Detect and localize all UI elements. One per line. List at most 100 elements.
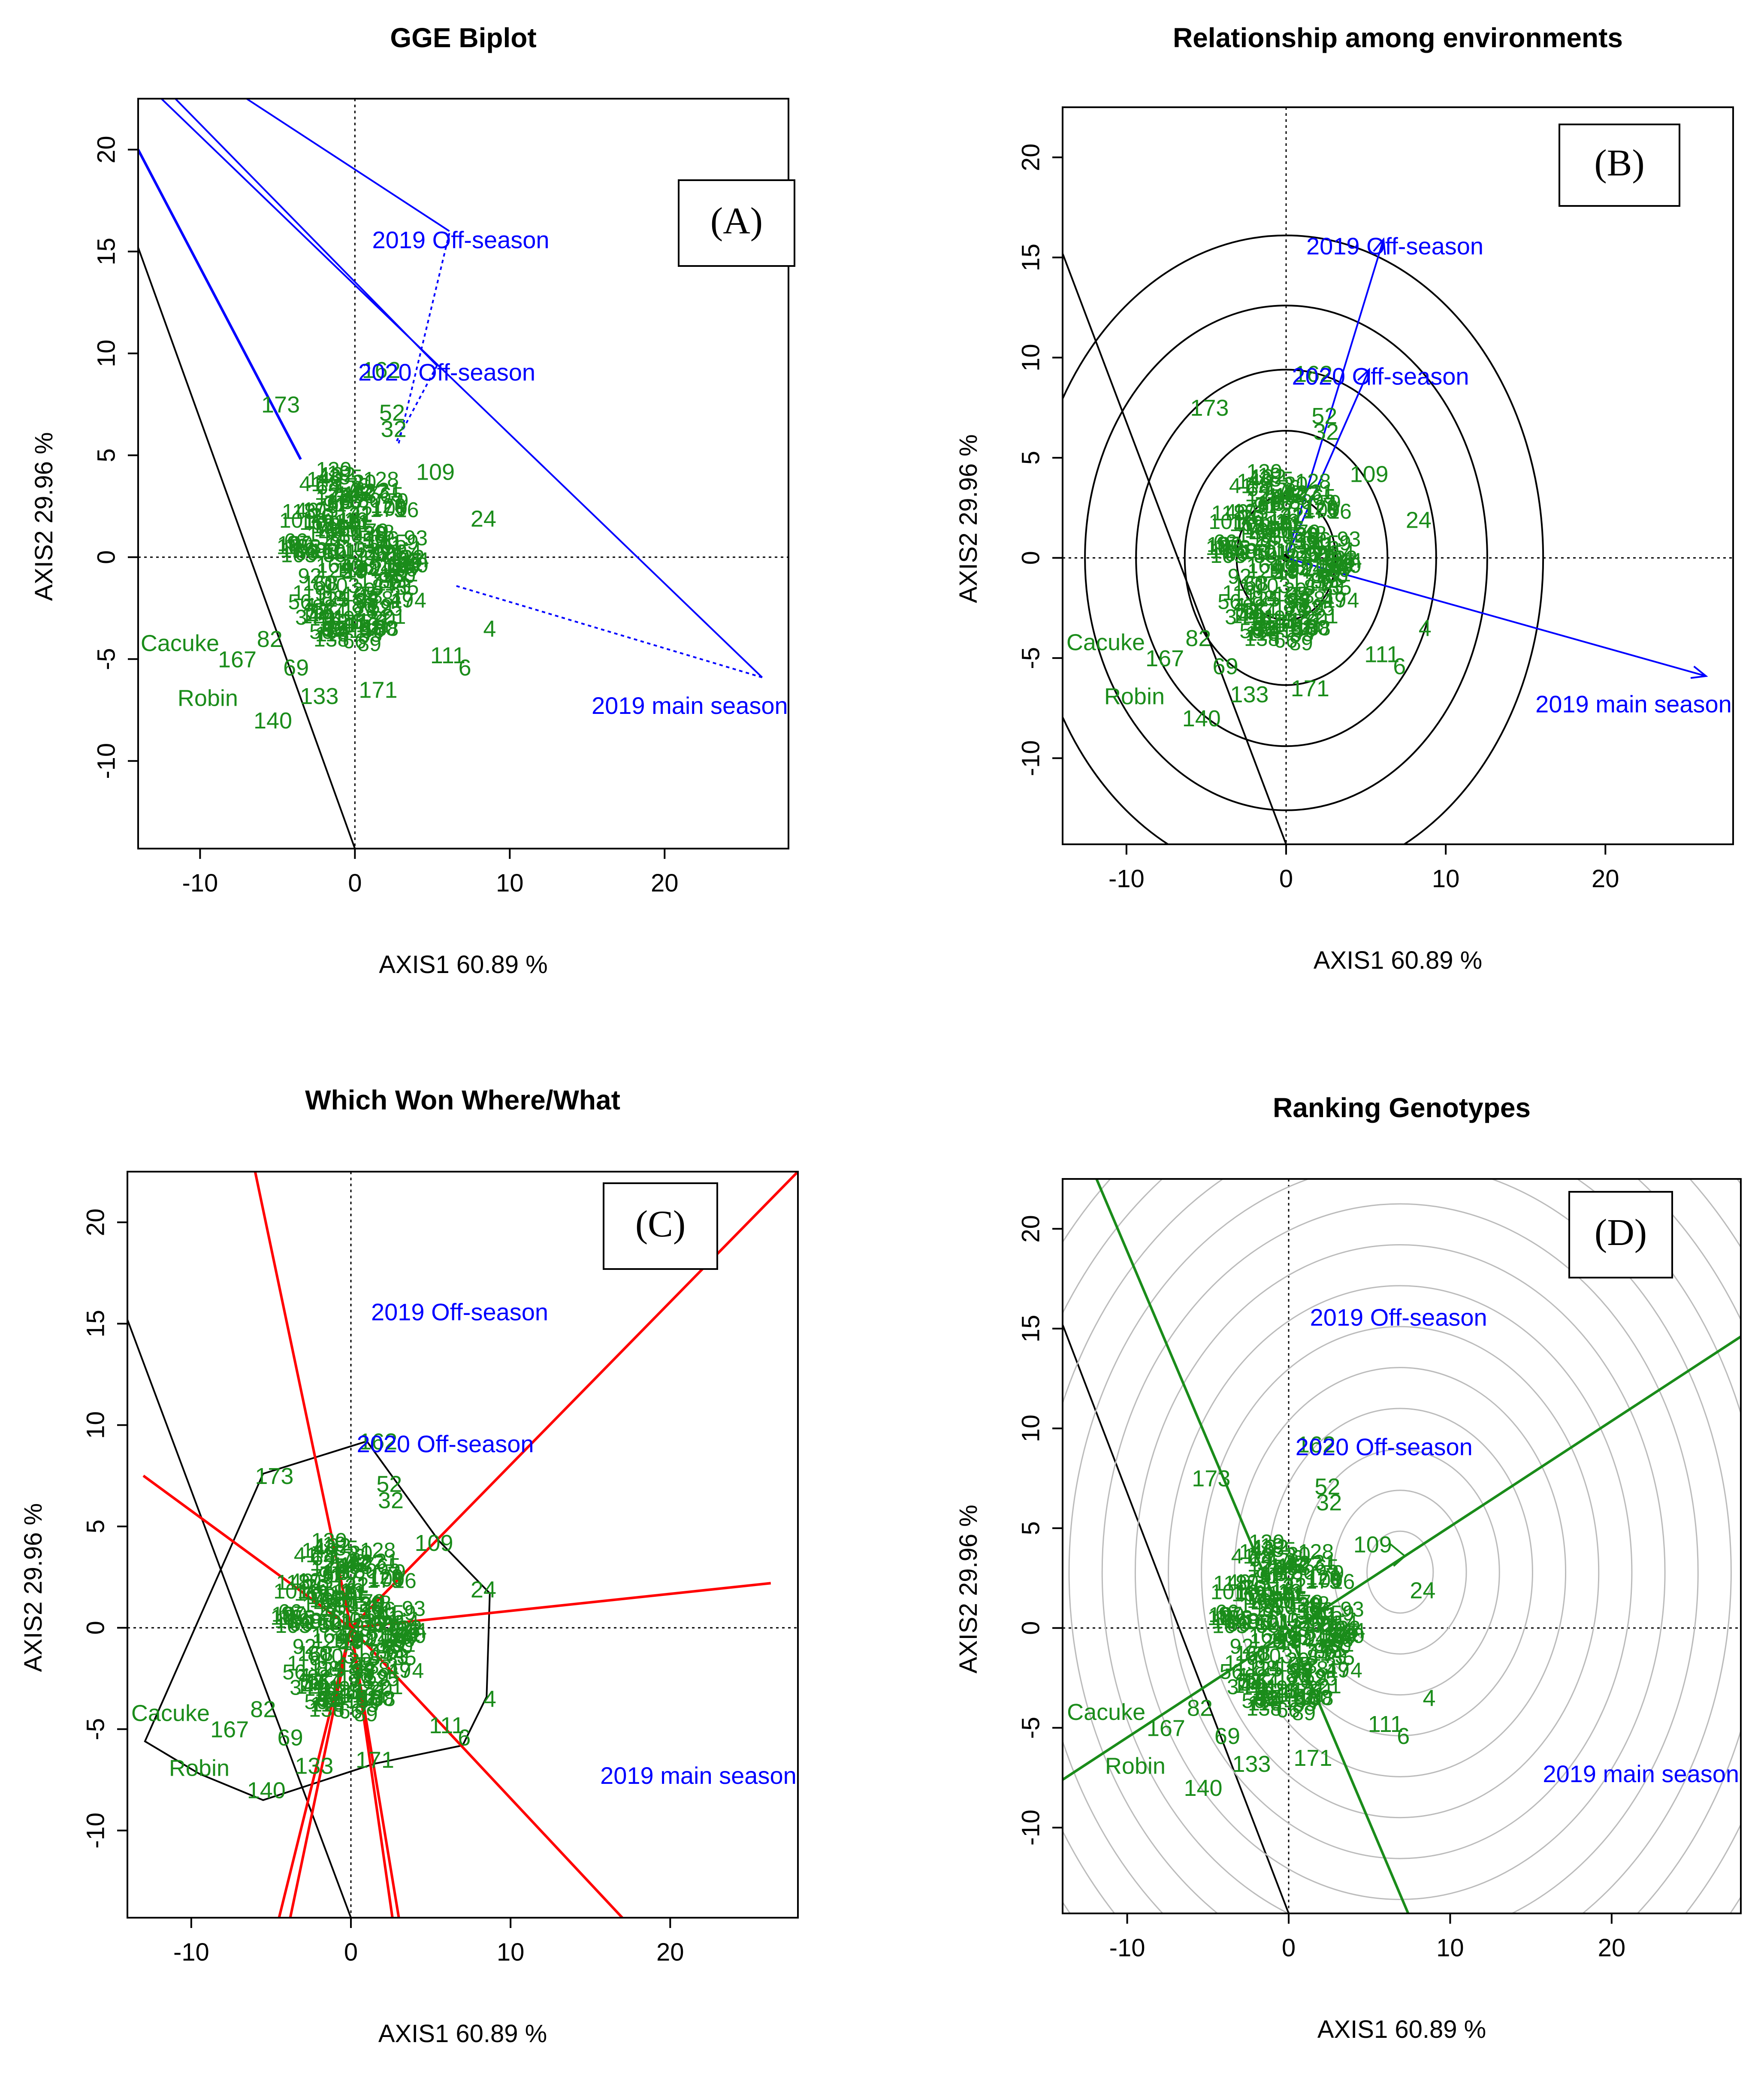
genotype-label: 169 — [1229, 512, 1265, 536]
genotype-label: 20 — [372, 607, 396, 631]
genotype-label: 58 — [301, 1669, 325, 1693]
genotype-label: 139 — [1285, 1593, 1321, 1617]
genotype-label: 125 — [312, 1629, 348, 1653]
y-tick-label: 5 — [82, 1520, 109, 1533]
genotype-label: 160 — [1312, 564, 1348, 588]
genotype-label: 8 — [1287, 1672, 1299, 1696]
y-tick-label: 20 — [82, 1209, 109, 1236]
genotype-label: 103 — [302, 498, 338, 522]
genotype-label: 66 — [1226, 1612, 1251, 1636]
genotype-label: 103 — [1233, 499, 1269, 523]
x-tick-label: 0 — [344, 1938, 358, 1966]
x-tick-label: -10 — [1109, 865, 1145, 893]
x-tick-label: 10 — [496, 869, 524, 897]
genotype-label: 91 — [1251, 604, 1275, 629]
genotype-label: 66 — [1276, 1698, 1300, 1722]
genotype-label: 59 — [1254, 544, 1278, 568]
concentric-circle — [1084, 305, 1488, 811]
y-tick-label: 15 — [92, 238, 120, 266]
genotype-label: 171 — [1291, 676, 1329, 701]
plot-frame — [1062, 1178, 1742, 1914]
genotype-label: 66 — [1215, 1600, 1239, 1624]
genotype-label: 176 — [334, 474, 370, 498]
genotype-label: 8 — [343, 613, 355, 638]
genotype-label: 130 — [1277, 490, 1312, 514]
genotype-label: 41 — [1231, 1544, 1255, 1568]
boundary-line — [1063, 253, 1287, 844]
genotype-label: 78 — [1305, 1656, 1329, 1680]
genotype-label: 87 — [341, 490, 365, 514]
ranking-ring — [1134, 1244, 1666, 1900]
genotype-label: 25 — [1259, 485, 1283, 509]
genotype-label: 105 — [1273, 582, 1309, 606]
genotype-label: 65 — [1315, 1555, 1339, 1579]
genotype-label: 171 — [1293, 1745, 1332, 1771]
genotype-label: 52 — [318, 1688, 342, 1712]
origin-point — [1282, 553, 1290, 562]
genotype-label: 173 — [1290, 569, 1326, 593]
genotype-label: 118 — [1248, 1691, 1282, 1715]
genotype-label: Robin — [169, 1755, 230, 1781]
genotype-label: 48 — [1303, 522, 1327, 546]
genotype-label: 80 — [312, 571, 336, 595]
genotype-label: 41 — [299, 472, 323, 496]
panel-A: GGE Biplot114122128611051422166166782991… — [30, 22, 795, 979]
genotype-label: 2 — [1302, 557, 1314, 581]
genotype-label: 174 — [338, 1667, 374, 1691]
genotype-label: 164 — [1241, 599, 1277, 623]
genotype-label: 94 — [1301, 556, 1325, 580]
x-axis-label: AXIS1 60.89 % — [1317, 2016, 1486, 2043]
panel-label: (C) — [635, 1203, 686, 1245]
genotype-label: 24 — [471, 506, 496, 532]
genotype-label: 20 — [1241, 505, 1265, 529]
genotype-label: 24 — [1254, 526, 1278, 550]
genotype-label: 89 — [1289, 631, 1313, 655]
genotype-label: 140 — [254, 708, 292, 734]
genotype-label: 129 — [370, 494, 406, 518]
genotype-label: 132 — [1250, 465, 1286, 489]
genotype-label: 83 — [358, 623, 382, 647]
genotype-label: 140 — [302, 1538, 337, 1562]
genotype-label: 168 — [302, 571, 338, 595]
genotype-label: 32 — [381, 417, 407, 442]
genotype-label: 51 — [1293, 1684, 1317, 1708]
genotype-label: 164 — [316, 553, 351, 577]
y-axis-label: AXIS2 29.96 % — [30, 432, 58, 601]
genotype-label: 72 — [1238, 1670, 1262, 1694]
genotype-label: 25 — [323, 1554, 347, 1578]
genotype-label: 52 — [323, 618, 347, 642]
genotype-label: 9 — [325, 1603, 337, 1627]
genotype-label: 121 — [1267, 1582, 1303, 1606]
genotype-label: Cacuke — [141, 630, 219, 656]
genotype-label: 131 — [311, 514, 347, 538]
genotype-label: 79 — [1320, 1561, 1344, 1585]
genotype-label: 8 — [1304, 575, 1316, 599]
genotype-label: 56 — [1217, 590, 1241, 614]
genotype-label: 121 — [318, 1611, 353, 1635]
genotype-label: 159 — [383, 530, 419, 554]
boundary-line — [138, 247, 356, 849]
genotype-label: 174 — [390, 589, 426, 613]
genotype-label: 145 — [307, 523, 342, 547]
environment-label: 2019 Off-season — [371, 1299, 548, 1326]
genotype-label: 21 — [382, 604, 406, 629]
genotype-label: 16 — [338, 508, 362, 532]
genotype-label: 145 — [1237, 523, 1273, 547]
genotype-label: 130 — [1246, 459, 1282, 483]
panel-label-box — [1568, 1191, 1673, 1278]
genotype-label: 29 — [352, 578, 376, 602]
genotype-label: 98 — [315, 539, 339, 563]
panel-D: Ranking Genotypes11412212861105142216616… — [954, 1092, 1742, 2043]
genotype-label: 166 — [363, 527, 399, 551]
genotype-label: 66 — [284, 529, 308, 553]
genotype-label: 104 — [317, 612, 353, 636]
genotype-label: 69 — [283, 655, 309, 680]
genotype-label: 179 — [1287, 1590, 1323, 1614]
genotype-label: 42 — [346, 1552, 370, 1576]
genotype-label: 103 — [1212, 1614, 1248, 1638]
genotype-label: 153 — [1215, 536, 1251, 560]
y-tick-label: 15 — [82, 1310, 109, 1338]
genotype-label: 125 — [1299, 596, 1334, 620]
genotype-label: 145 — [1269, 1554, 1305, 1578]
genotype-label: 111 — [429, 1713, 464, 1738]
